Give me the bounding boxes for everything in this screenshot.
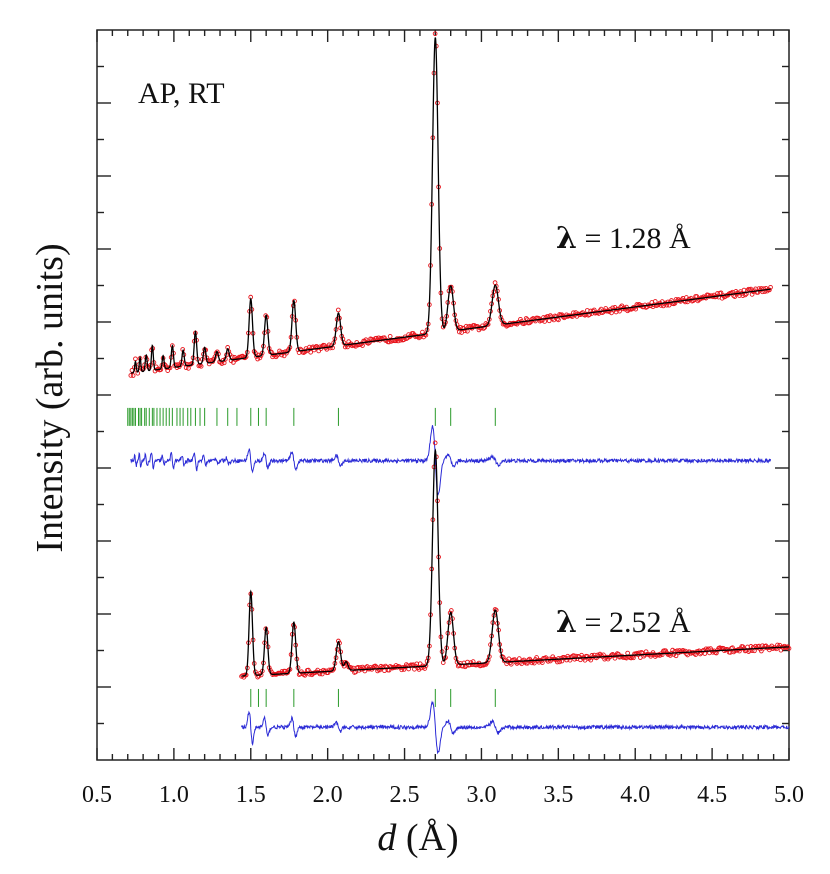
observed-point — [395, 338, 401, 344]
observed-point — [360, 343, 365, 348]
observed-point — [718, 290, 724, 296]
x-tick-label: 0.5 — [82, 782, 112, 808]
observed-point — [465, 328, 470, 334]
lambda-bottom-value: = 2.52 Å — [577, 606, 691, 639]
x-axis-unit: (Å) — [406, 817, 459, 859]
observed-point — [255, 356, 260, 362]
observed-point — [432, 31, 438, 37]
lambda-bottom-symbol: λ — [556, 605, 577, 640]
observed-point — [281, 353, 287, 359]
observed-point — [130, 373, 136, 378]
observed-point — [432, 440, 438, 446]
observed-point — [231, 360, 236, 365]
x-tick-label: 4.0 — [620, 782, 650, 808]
calculated-line-lambda-2.52 — [241, 448, 790, 677]
observed-point — [198, 363, 204, 369]
calculated-line-lambda-1.28 — [130, 37, 771, 374]
observed-point — [643, 649, 649, 655]
observed-point — [749, 292, 755, 297]
bragg-ticks-lambda-1.28 — [127, 407, 496, 426]
difference-curve-lambda-1.28 — [130, 425, 772, 496]
observed-point — [311, 347, 317, 353]
observed-point — [335, 307, 341, 313]
observed-point — [467, 662, 473, 668]
observed-point — [556, 317, 561, 323]
x-tick-label: 5.0 — [774, 782, 804, 808]
observed-point — [666, 651, 672, 657]
axis-ticks — [96, 30, 790, 760]
sample-label: AP, RT — [138, 77, 225, 110]
series-layer — [127, 31, 792, 755]
observed-point — [308, 349, 313, 355]
observed-point — [631, 655, 636, 661]
observed-point — [523, 316, 529, 321]
x-tick-label: 4.5 — [697, 782, 727, 808]
x-tick-label: 2.5 — [390, 782, 420, 808]
observed-point — [729, 290, 734, 296]
x-tick-label: 2.0 — [313, 782, 343, 808]
lambda-top-label: λ = 1.28 Å — [556, 221, 691, 256]
observed-point — [758, 648, 764, 654]
x-tick-label: 3.0 — [466, 782, 496, 808]
x-tick-label: 3.5 — [543, 782, 573, 808]
observed-point — [210, 359, 216, 364]
observed-point — [361, 666, 367, 671]
observed-point — [285, 670, 291, 675]
x-tick-labels: 0.5 1.0 1.5 2.0 2.5 3.0 3.5 4.0 4.5 5.0 — [82, 782, 804, 808]
observed-point — [579, 652, 584, 658]
observed-point — [459, 330, 464, 335]
observed-point — [550, 654, 556, 660]
observed-point — [786, 646, 792, 651]
observed-point — [258, 353, 264, 358]
observed-point — [316, 348, 322, 354]
observed-point — [673, 653, 679, 659]
observed-point — [327, 345, 333, 351]
observed-points-lambda-2.52 — [239, 440, 792, 680]
observed-point — [609, 310, 614, 316]
x-tick-label: 1.0 — [159, 782, 189, 808]
observed-points-lambda-1.28 — [128, 31, 773, 378]
observed-point — [719, 295, 725, 301]
observed-point — [670, 647, 675, 653]
x-axis-symbol: d — [377, 817, 397, 859]
x-tick-label: 1.5 — [236, 782, 266, 808]
lambda-top-value: = 1.28 Å — [577, 222, 691, 255]
lambda-top-symbol: λ — [556, 221, 577, 256]
observed-point — [588, 657, 594, 663]
lambda-bottom-label: λ = 2.52 Å — [556, 605, 691, 640]
observed-point — [543, 315, 549, 320]
observed-point — [540, 660, 545, 665]
observed-point — [128, 373, 134, 378]
observed-point — [652, 299, 658, 304]
observed-point — [387, 334, 393, 339]
difference-curve-lambda-2.52 — [241, 700, 790, 755]
observed-point — [522, 659, 528, 665]
bragg-ticks-lambda-2.52 — [250, 688, 496, 707]
observed-point — [628, 655, 634, 661]
y-axis-title: Intensity (arb. units) — [29, 243, 71, 552]
observed-point — [732, 294, 738, 299]
observed-point — [186, 366, 191, 371]
observed-point — [302, 672, 308, 678]
observed-point — [546, 318, 552, 324]
x-axis-title: d (Å) — [377, 817, 458, 859]
observed-point — [625, 650, 630, 656]
observed-point — [256, 673, 262, 679]
observed-point — [420, 329, 425, 335]
